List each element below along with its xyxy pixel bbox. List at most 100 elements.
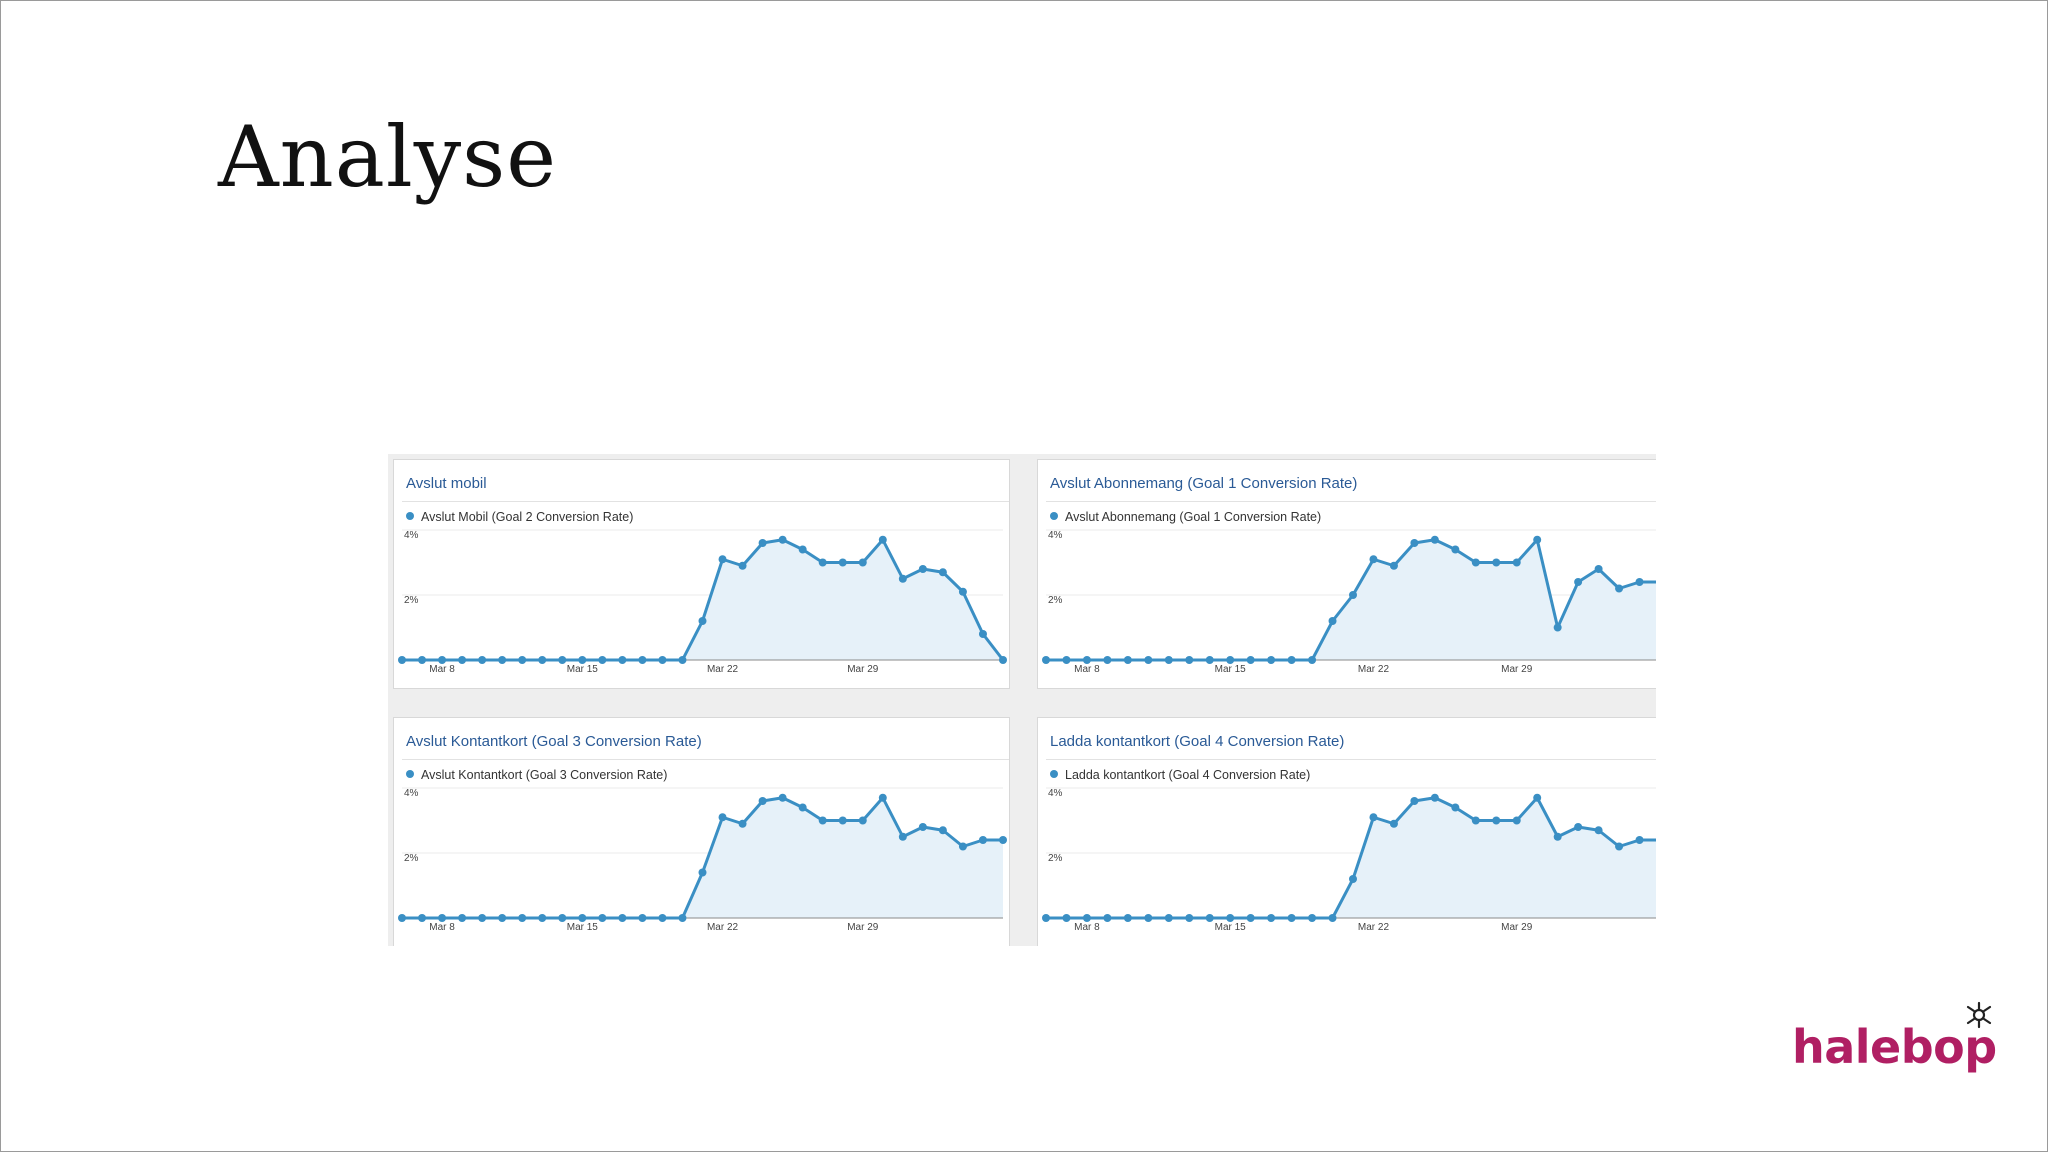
data-point: [798, 803, 807, 812]
widget-ladda-kontantkort: Ladda kontantkort (Goal 4 Conversion Rat…: [1037, 717, 1656, 946]
data-point: [1164, 656, 1173, 664]
data-point: [758, 539, 767, 547]
data-point: [458, 914, 467, 922]
legend-label: Avslut Abonnemang (Goal 1 Conversion Rat…: [1065, 510, 1322, 524]
data-point: [698, 617, 707, 625]
data-point: [1471, 558, 1480, 567]
x-tick-label: Mar 22: [707, 664, 739, 675]
series-area: [1046, 797, 1656, 918]
widget-title[interactable]: Avslut mobil: [406, 475, 487, 492]
data-point: [778, 535, 787, 544]
widget-title[interactable]: Ladda kontantkort (Goal 4 Conversion Rat…: [1050, 733, 1345, 750]
data-point: [1226, 914, 1235, 922]
widget-divider: [1046, 759, 1656, 760]
widget-title[interactable]: Avslut Kontantkort (Goal 3 Conversion Ra…: [406, 733, 702, 750]
legend-label: Avslut Kontantkort (Goal 3 Conversion Ra…: [421, 768, 668, 782]
data-point: [1594, 826, 1603, 835]
data-point: [598, 914, 607, 922]
data-point: [1492, 816, 1501, 825]
data-point: [1410, 539, 1419, 547]
widget-avslut-abonnemang: Avslut Abonnemang (Goal 1 Conversion Rat…: [1037, 459, 1656, 689]
data-point: [458, 656, 467, 664]
data-point: [1512, 816, 1521, 825]
data-point: [1246, 656, 1255, 664]
line-chart: 2% 4% Mar 8 Mar 15 Mar 22 Mar 29: [398, 529, 1007, 675]
chart-legend: Avslut Kontantkort (Goal 3 Conversion Ra…: [406, 768, 667, 782]
data-point: [1615, 842, 1624, 851]
chart-legend: Avslut Abonnemang (Goal 1 Conversion Rat…: [1050, 510, 1321, 524]
series-area: [402, 797, 1003, 918]
data-point: [1123, 656, 1132, 664]
data-point: [1185, 914, 1194, 922]
data-point: [1267, 656, 1276, 664]
data-point: [498, 914, 507, 922]
x-tick-label: Mar 15: [1215, 922, 1247, 933]
data-point: [1369, 555, 1378, 564]
y-tick-label: 2%: [404, 595, 419, 606]
analytics-dashboard: Avslut mobil Avslut Mobil (Goal 2 Conver…: [388, 454, 1656, 946]
y-tick-label: 2%: [1048, 853, 1063, 864]
data-point: [918, 823, 927, 831]
data-point: [1574, 823, 1583, 831]
data-point: [398, 914, 406, 922]
widget-avslut-kontantkort: Avslut Kontantkort (Goal 3 Conversion Ra…: [393, 717, 1010, 946]
data-point: [1512, 558, 1521, 567]
legend-dot-icon: [1050, 512, 1058, 520]
data-point: [1308, 656, 1317, 664]
widget-title[interactable]: Avslut Abonnemang (Goal 1 Conversion Rat…: [1050, 475, 1358, 492]
data-point: [578, 914, 587, 922]
x-tick-label: Mar 8: [429, 664, 455, 675]
y-tick-label: 4%: [1048, 788, 1063, 799]
data-point: [398, 656, 406, 664]
data-point: [418, 656, 427, 664]
halebop-logo: halebop: [1790, 1000, 2000, 1080]
logo-text: halebop: [1792, 1020, 1997, 1074]
data-point: [1349, 875, 1357, 883]
data-point: [558, 656, 567, 664]
data-point: [638, 656, 647, 664]
data-point: [958, 842, 967, 851]
data-point: [1103, 914, 1112, 922]
data-point: [738, 561, 747, 570]
data-point: [918, 565, 927, 573]
data-point: [798, 545, 807, 554]
data-point: [1553, 832, 1562, 841]
data-point: [1553, 623, 1562, 632]
data-point: [878, 793, 887, 802]
data-point: [978, 836, 987, 844]
legend-dot-icon: [1050, 770, 1058, 778]
data-point: [1103, 656, 1112, 664]
x-tick-label: Mar 15: [567, 922, 599, 933]
data-point: [1492, 558, 1501, 567]
data-point: [1328, 617, 1337, 625]
data-point: [1164, 914, 1173, 922]
data-point: [858, 816, 867, 825]
data-point: [518, 656, 527, 664]
x-tick-label: Mar 15: [1215, 664, 1247, 675]
widget-avslut-mobil: Avslut mobil Avslut Mobil (Goal 2 Conver…: [393, 459, 1010, 689]
data-point: [878, 535, 887, 544]
widget-divider: [402, 501, 1009, 502]
chart-legend: Ladda kontantkort (Goal 4 Conversion Rat…: [1050, 768, 1310, 782]
data-point: [1287, 656, 1296, 664]
y-tick-label: 4%: [404, 788, 419, 799]
y-tick-label: 2%: [404, 853, 419, 864]
x-tick-label: Mar 8: [1074, 922, 1100, 933]
data-point: [598, 656, 607, 664]
spark-icon: [1966, 1001, 1992, 1029]
slide-title: Analyse: [218, 108, 557, 206]
data-point: [638, 914, 647, 922]
data-point: [578, 656, 587, 664]
data-point: [958, 587, 967, 596]
widget-divider: [1046, 501, 1656, 502]
data-point: [558, 914, 567, 922]
data-point: [838, 816, 847, 825]
data-point: [1123, 914, 1132, 922]
data-point: [678, 656, 687, 664]
data-point: [478, 656, 487, 664]
data-point: [778, 793, 787, 802]
data-point: [738, 819, 747, 828]
data-point: [658, 656, 667, 664]
x-tick-label: Mar 29: [1501, 922, 1533, 933]
data-point: [418, 914, 427, 922]
